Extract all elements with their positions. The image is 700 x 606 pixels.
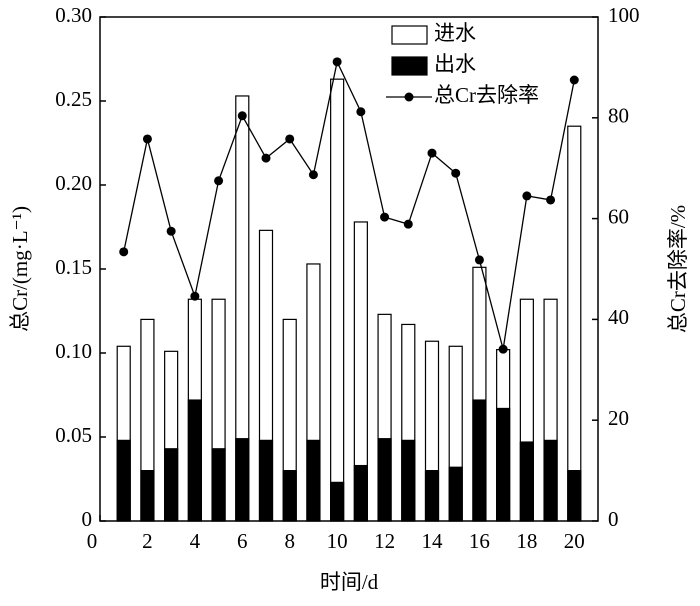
legend-label: 进水 [434,21,476,45]
x-tick-label: 6 [237,529,248,553]
x-tick-label: 20 [564,529,585,553]
y-axis-label: 总Cr/(mg·L⁻¹) [8,206,32,332]
x-axis-label: 时间/d [320,570,379,594]
bar [306,439,321,522]
line-point [237,111,247,121]
bar [519,441,534,522]
bar [258,439,274,522]
y-tick-label: 0.10 [55,339,92,363]
bar [424,470,440,522]
x-tick-label: 8 [284,529,295,553]
bar [401,439,416,522]
line-point [403,219,413,229]
legend-swatch [391,56,428,76]
y2-axis-label: 总Cr去除率/% [666,205,690,333]
bar [567,470,582,522]
bar [353,464,368,522]
line-point [119,247,129,257]
bar [282,470,297,522]
x-tick-label: 14 [422,529,444,553]
line-point [427,148,437,158]
line-point [332,57,342,67]
line [123,59,575,350]
legend-swatch [391,25,428,45]
bar [164,448,179,522]
y2-tick-label: 20 [608,406,629,430]
bar [330,78,345,522]
line-point [522,191,532,201]
x-tick-label: 0 [87,529,98,553]
bar [567,125,582,522]
y2-tick-label: 0 [608,507,619,531]
legend-label: 出水 [434,52,476,76]
y-tick-label: 0.15 [55,255,92,279]
y-tick-label: 0 [82,507,93,531]
line-point [569,75,579,85]
bar [187,399,202,522]
line-point [474,255,484,265]
y2-tick-label: 80 [608,104,629,128]
bar [330,481,345,522]
line-point [261,153,271,163]
line-point [308,170,318,180]
legend-marker [404,92,414,102]
line-point [190,291,200,301]
x-tick-label: 2 [142,529,153,553]
bar [543,439,558,522]
x-tick-label: 18 [516,529,537,553]
line-point [142,134,152,144]
y2-tick-label: 60 [608,204,629,228]
x-tick-label: 16 [469,529,490,553]
line-point [285,134,295,144]
bar [140,470,155,522]
y2-tick-label: 100 [608,3,640,27]
bar [448,466,463,522]
line-point [380,212,390,222]
y-tick-label: 0.20 [55,171,92,195]
line-point [356,107,366,117]
line-point [166,226,176,236]
bar [496,407,511,522]
line-point [546,195,556,205]
y-tick-label: 0.25 [55,87,92,111]
bar [116,439,131,522]
legend-label: 总Cr去除率 [434,83,539,107]
bar [211,448,226,522]
line-point [498,344,508,354]
y-tick-label: 0.05 [55,423,92,447]
bar [235,438,250,522]
line-point [451,168,461,178]
x-tick-label: 12 [374,529,395,553]
x-tick-label: 4 [190,529,201,553]
x-tick-label: 10 [327,529,348,553]
y2-tick-label: 40 [608,305,629,329]
line-point [214,176,224,186]
y-tick-label: 0.30 [55,3,92,27]
bar [472,399,487,522]
bar [377,438,392,522]
